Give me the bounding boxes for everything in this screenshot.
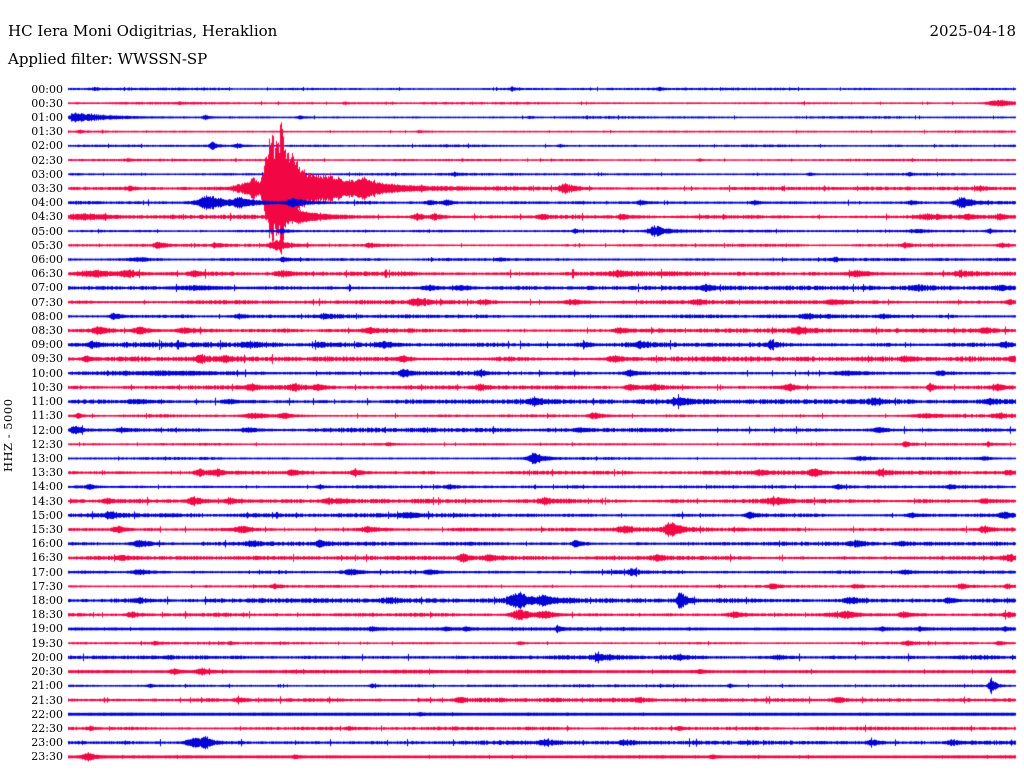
time-label: 10:00	[31, 366, 63, 380]
time-label: 12:30	[31, 437, 63, 451]
time-label: 21:00	[31, 679, 63, 693]
time-label: 00:30	[31, 96, 63, 110]
time-label: 20:00	[31, 650, 63, 664]
time-label: 01:00	[31, 110, 63, 124]
time-label: 15:00	[31, 508, 63, 522]
time-label: 03:00	[31, 167, 63, 181]
time-label: 23:00	[31, 736, 63, 750]
time-label: 13:30	[31, 466, 63, 480]
time-label: 16:30	[31, 551, 63, 565]
time-label: 03:30	[31, 181, 63, 195]
time-label: 02:30	[31, 153, 63, 167]
time-label: 10:30	[31, 380, 63, 394]
time-label: 18:30	[31, 608, 63, 622]
time-label: 19:30	[31, 636, 63, 650]
time-label: 14:00	[31, 480, 63, 494]
time-label: 08:30	[31, 324, 63, 338]
time-label: 20:30	[31, 665, 63, 679]
time-label: 05:30	[31, 238, 63, 252]
time-label: 17:00	[31, 565, 63, 579]
time-label: 09:00	[31, 338, 63, 352]
time-label: 08:00	[31, 309, 63, 323]
time-label: 13:00	[31, 451, 63, 465]
time-label: 22:30	[31, 721, 63, 735]
time-label: 23:30	[31, 750, 63, 764]
time-label: 17:30	[31, 579, 63, 593]
time-label: 19:00	[31, 622, 63, 636]
time-label: 00:00	[31, 82, 63, 96]
time-label: 07:30	[31, 295, 63, 309]
time-label: 21:30	[31, 693, 63, 707]
time-label: 04:00	[31, 196, 63, 210]
time-label: 06:30	[31, 267, 63, 281]
time-label: 05:00	[31, 224, 63, 238]
time-label: 04:30	[31, 210, 63, 224]
time-label: 11:30	[31, 409, 63, 423]
time-label: 01:30	[31, 125, 63, 139]
time-label: 16:00	[31, 537, 63, 551]
time-label: 02:00	[31, 139, 63, 153]
time-label: 18:00	[31, 594, 63, 608]
time-label: 07:00	[31, 281, 63, 295]
filter-label: Applied filter: WWSSN-SP	[8, 50, 208, 68]
page-title: HC Iera Moni Odigitrias, Heraklion	[8, 22, 278, 40]
time-label: 15:30	[31, 523, 63, 536]
date-label: 2025-04-18	[929, 22, 1016, 40]
time-label: 22:00	[31, 707, 63, 721]
time-label: 06:00	[31, 253, 63, 267]
time-label: 09:30	[31, 352, 63, 366]
time-label: 11:00	[31, 395, 63, 409]
time-label: 12:00	[31, 423, 63, 437]
time-label: 14:30	[31, 494, 63, 508]
